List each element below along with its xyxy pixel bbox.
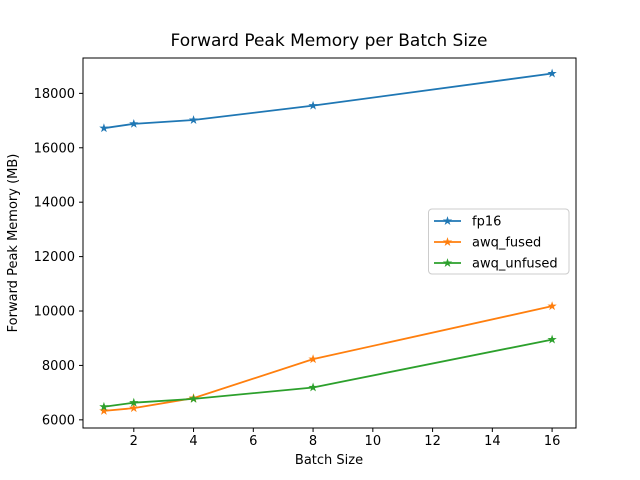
y-tick-label: 10000: [34, 305, 75, 320]
series-marker-awq_fused: [547, 301, 557, 311]
x-tick-label: 10: [365, 434, 382, 449]
series-marker-awq_fused: [308, 354, 318, 364]
x-tick-label: 8: [309, 434, 317, 449]
x-tick-label: 16: [544, 434, 561, 449]
legend-marker-awq_unfused: [442, 258, 453, 267]
plot-border: [82, 57, 577, 429]
y-tick-label: 14000: [34, 196, 75, 211]
chart-title: Forward Peak Memory per Batch Size: [171, 31, 488, 51]
data-series: [99, 68, 557, 415]
x-tick-label: 2: [130, 434, 138, 449]
x-tick-label: 6: [249, 434, 257, 449]
legend-marker-awq_fused: [442, 237, 453, 246]
series-marker-awq_fused: [99, 405, 109, 415]
axes-frame: 2 4 6 8 10 12 14 16 6000 8000 10000 12000 14000 16000…: [34, 57, 577, 449]
series-marker-awq_unfused: [188, 393, 199, 403]
series-marker-fp16: [129, 118, 139, 128]
series-marker-fp16: [99, 123, 109, 133]
legend-label-awq_unfused: awq_unfused: [472, 257, 558, 272]
legend-box: [428, 208, 570, 275]
y-tick-label: 16000: [34, 141, 75, 156]
y-axis-label: Forward Peak Memory (MB): [6, 154, 21, 333]
legend: fp16 awq_fused awq_unfused: [428, 208, 570, 275]
y-tick-label: 18000: [34, 87, 75, 102]
x-tick-label: 12: [424, 434, 441, 449]
legend-label-awq_fused: awq_fused: [472, 236, 541, 251]
series-marker-awq_fused: [129, 403, 139, 413]
legend-marker-fp16: [442, 216, 453, 225]
y-tick-label: 12000: [34, 250, 75, 265]
series-marker-fp16: [188, 115, 199, 124]
series-line-fp16: [103, 72, 553, 130]
legend-label-fp16: fp16: [472, 215, 501, 230]
series-marker-fp16: [308, 100, 318, 110]
x-tick-label: 14: [484, 434, 501, 449]
series-line-awq_unfused: [103, 338, 553, 408]
series-marker-fp16: [547, 68, 557, 78]
x-tick-label: 4: [189, 434, 197, 449]
y-tick-label: 8000: [42, 359, 75, 374]
series-marker-awq_unfused: [308, 382, 318, 392]
series-marker-awq_unfused: [99, 401, 109, 411]
series-marker-awq_unfused: [129, 397, 139, 407]
x-axis-label: Batch Size: [295, 453, 363, 468]
y-tick-label: 6000: [42, 413, 75, 428]
series-marker-awq_unfused: [547, 334, 557, 344]
series-line-awq_fused: [103, 305, 553, 412]
